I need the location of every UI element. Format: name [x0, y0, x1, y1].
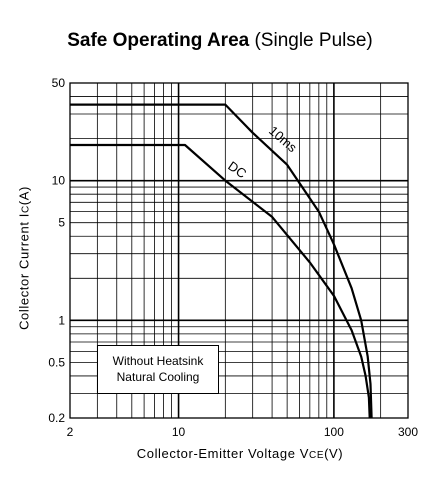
series-lines [70, 103, 373, 419]
x-tick-label: 10 [172, 425, 186, 439]
y-tick-label: 1 [58, 313, 65, 327]
y-axis-label: Collector Current IC(A) [17, 186, 32, 330]
x-axis-label: Collector-Emitter Voltage VCE(V) [137, 446, 344, 461]
y-tick-label: 50 [52, 76, 66, 90]
x-tick-label: 2 [67, 425, 74, 439]
x-axis-label-unit: (V) [324, 446, 344, 461]
annotation-line-1: Without Heatsink [112, 354, 204, 368]
x-axis-label-main: Collector-Emitter Voltage V [136, 446, 310, 461]
title-subtitle: (Single Pulse) [254, 30, 373, 51]
annotation-line-2: Natural Cooling [116, 370, 200, 384]
curve-label-dc: DC [225, 158, 249, 181]
y-axis-label-sub: C [20, 205, 32, 214]
series-line-dc [70, 143, 371, 419]
y-axis-label-unit: (A) [16, 186, 32, 206]
y-tick-label: 5 [58, 216, 65, 230]
y-tick-label: 0.5 [48, 355, 65, 369]
x-axis-label-sub: CE [309, 450, 325, 461]
x-tick-label: 300 [398, 425, 418, 439]
series-line-10ms [70, 103, 373, 419]
y-axis-label-main: Collector Current I [16, 213, 32, 330]
x-tick-label: 100 [324, 425, 344, 439]
title-main: Safe Operating Area [67, 30, 250, 51]
y-tick-label: 0.2 [48, 411, 65, 425]
plot-frame [69, 82, 409, 419]
chart-title: Safe Operating Area (Single Pulse) [0, 30, 440, 52]
y-tick-label: 10 [52, 174, 66, 188]
tick-labels: 2 10 100 300 0.2 0.5 1 5 10 50 [48, 76, 418, 439]
annotation-box: Without Heatsink Natural Cooling [97, 345, 219, 394]
grid [69, 82, 409, 419]
